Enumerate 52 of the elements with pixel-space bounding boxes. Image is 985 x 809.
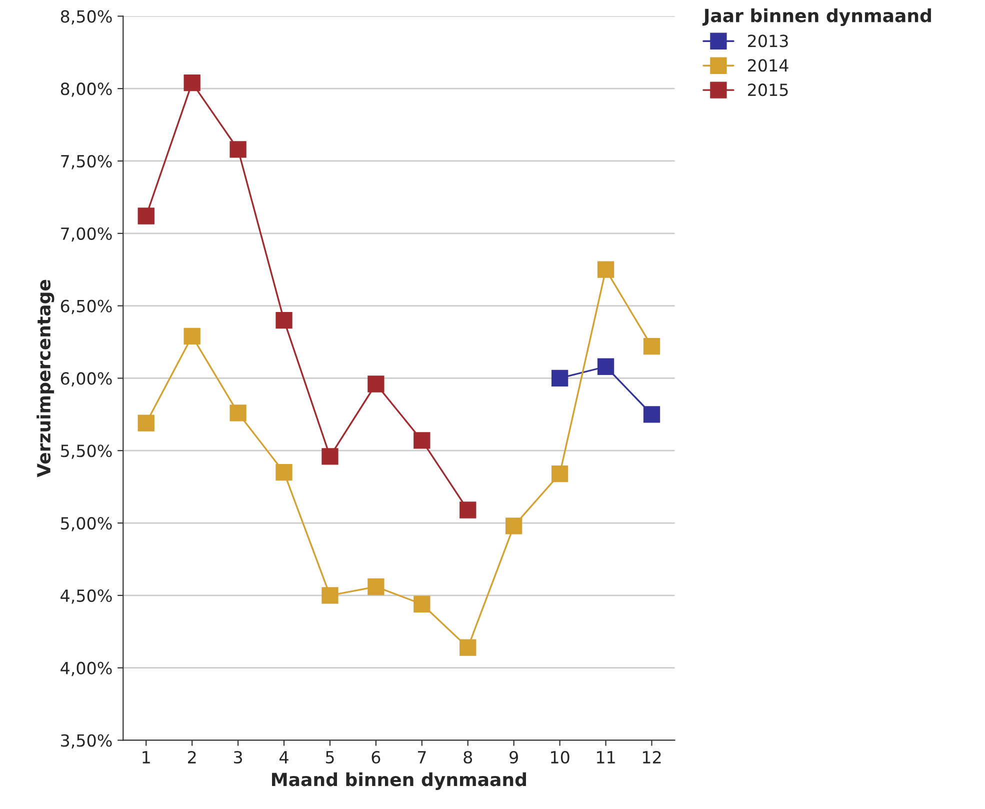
y-tick-label: 8,00%	[60, 82, 112, 97]
point	[551, 465, 568, 482]
x-tick-label: 6	[372, 750, 380, 764]
point	[597, 261, 614, 278]
y-tick-label: 4,50%	[60, 589, 112, 604]
point	[460, 502, 476, 518]
x-tick-label: 3	[234, 750, 242, 764]
point	[230, 141, 246, 158]
point	[184, 74, 200, 92]
x-tick-label: 7	[418, 751, 426, 764]
point	[368, 578, 384, 596]
point	[184, 328, 200, 345]
y-tick-label: 5,00%	[61, 516, 112, 532]
x-tick-label: 9	[510, 750, 518, 764]
point	[276, 312, 292, 329]
y-tick-label: 7,00%	[61, 227, 112, 242]
legend-label: 2013	[748, 34, 788, 48]
point	[643, 406, 660, 423]
point	[597, 358, 614, 375]
y-tick-label: 8,50%	[60, 10, 112, 24]
point	[506, 518, 522, 534]
y-tick-label: 7,50%	[61, 154, 112, 170]
point	[138, 208, 154, 224]
legend-title: Jaar binnen dynmaand	[702, 8, 931, 26]
point	[551, 370, 568, 387]
point	[138, 414, 154, 432]
y-tick-label: 6,00%	[60, 372, 112, 386]
y-axis-title: Verzuimpercentage	[36, 280, 54, 478]
point	[460, 639, 476, 656]
legend-label: 2014	[748, 59, 788, 72]
x-tick-label: 8	[464, 750, 472, 764]
point	[414, 596, 430, 612]
point	[643, 338, 660, 355]
point	[368, 376, 384, 392]
x-tick-label: 5	[326, 751, 334, 764]
y-tick-label: 6,50%	[60, 300, 112, 314]
y-tick-label: 3,50%	[61, 734, 112, 749]
y-tick-label: 5,50%	[61, 444, 112, 459]
point	[276, 464, 292, 481]
x-tick-label: 10	[551, 750, 570, 764]
point	[322, 587, 338, 604]
point	[322, 448, 338, 465]
legend-label: 2015	[748, 84, 788, 96]
x-tick-label: 4	[280, 751, 288, 764]
x-tick-label: 11	[597, 751, 615, 764]
x-tick-label: 12	[642, 750, 661, 764]
x-axis-title: Maand binnen dynmaand	[272, 772, 526, 790]
x-tick-label: 2	[188, 750, 196, 764]
x-tick-label: 1	[142, 751, 150, 764]
point	[230, 404, 246, 422]
point	[414, 432, 430, 449]
y-tick-label: 4,00%	[60, 662, 112, 676]
